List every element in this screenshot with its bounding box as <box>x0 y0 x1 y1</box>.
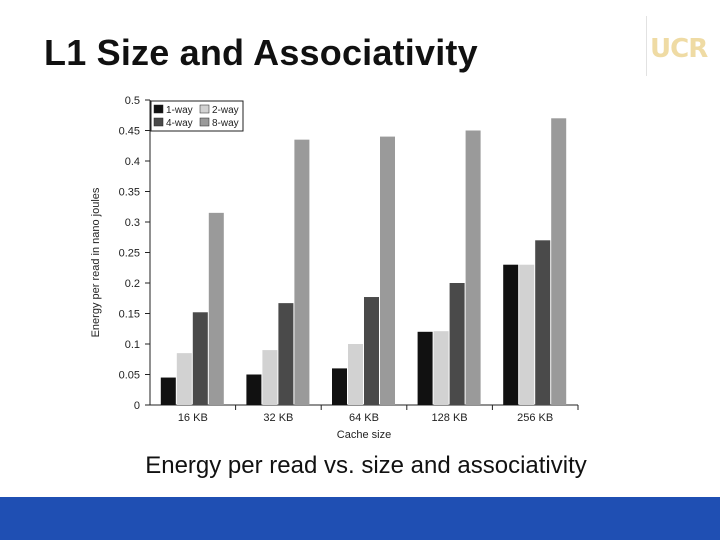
bar-2-way-64kb <box>348 344 363 405</box>
legend-label-1-way: 1-way <box>166 105 193 116</box>
legend-label-2-way: 2-way <box>212 105 239 116</box>
bar-1-way-64kb <box>332 368 347 405</box>
bar-1-way-16kb <box>160 377 176 405</box>
bar-8-way-64kb <box>380 136 395 405</box>
chart-container: 0 0.05 0.1 0.15 0.2 0.25 0.3 0.35 0.4 0.45 0.5 Ener… <box>90 95 579 441</box>
legend-swatch-1-way <box>153 104 164 114</box>
x-tick-label: 32 KB <box>263 412 293 424</box>
y-tick-label: 0.2 <box>125 278 140 290</box>
y-axis-label: Energy per read in nano joules <box>90 187 102 337</box>
legend-box <box>150 100 244 132</box>
chart-legend: 1-way 2-way 4-way 8-way <box>150 100 244 132</box>
bar-1-way-128kb <box>417 331 433 405</box>
bar-8-way-32kb <box>294 139 310 405</box>
y-tick-label: 0.05 <box>119 370 140 382</box>
bar-4-way-16kb <box>192 312 208 405</box>
legend-swatch-4-way <box>153 117 164 127</box>
ucr-logo <box>646 16 709 76</box>
bar-8-way-16kb <box>208 212 224 405</box>
y-tick-label: 0.1 <box>125 339 140 351</box>
slide-title: L1 Size and Associativity <box>44 32 478 73</box>
ucr-logo-text: UCR <box>650 34 708 64</box>
x-tick-label: 64 KB <box>349 412 379 424</box>
chart-axes: 0 0.05 0.1 0.15 0.2 0.25 0.3 0.35 0.4 0.45 0.5 Ener… <box>90 95 579 441</box>
x-tick-label: 128 KB <box>432 412 468 424</box>
y-tick-label: 0.5 <box>125 95 140 107</box>
bar-4-way-256kb <box>535 240 551 405</box>
footer-bar <box>0 497 720 540</box>
legend-label-4-way: 4-way <box>166 118 193 129</box>
x-tick-label: 16 KB <box>178 412 208 424</box>
bar-4-way-64kb <box>364 297 379 405</box>
legend-label-8-way: 8-way <box>212 118 239 129</box>
bar-1-way-32kb <box>246 374 262 405</box>
y-tick-label: 0.35 <box>119 187 140 199</box>
y-tick-label: 0 <box>134 400 140 412</box>
bar-4-way-32kb <box>278 303 294 405</box>
bar-2-way-16kb <box>176 353 192 405</box>
bar-2-way-32kb <box>262 350 278 405</box>
bar-4-way-128kb <box>449 283 465 405</box>
bar-8-way-128kb <box>465 130 481 405</box>
bar-2-way-128kb <box>433 331 449 405</box>
y-tick-label: 0.45 <box>119 126 140 138</box>
y-tick-label: 0.15 <box>119 309 140 321</box>
bar-2-way-256kb <box>519 264 535 405</box>
bar-8-way-256kb <box>551 118 567 406</box>
y-tick-label: 0.25 <box>119 248 140 260</box>
chart-bars <box>160 118 567 406</box>
legend-swatch-8-way <box>199 117 210 127</box>
energy-bar-chart: 0 0.05 0.1 0.15 0.2 0.25 0.3 0.35 0.4 0.45 0.5 Ener… <box>90 95 579 441</box>
x-tick-label: 256 KB <box>517 412 553 424</box>
x-axis-label: Cache size <box>337 429 391 441</box>
slide-caption: Energy per read vs. size and associativi… <box>145 452 587 479</box>
y-tick-label: 0.3 <box>125 217 140 229</box>
legend-swatch-2-way <box>199 104 210 114</box>
bar-1-way-256kb <box>503 264 519 405</box>
y-tick-label: 0.4 <box>125 156 140 168</box>
